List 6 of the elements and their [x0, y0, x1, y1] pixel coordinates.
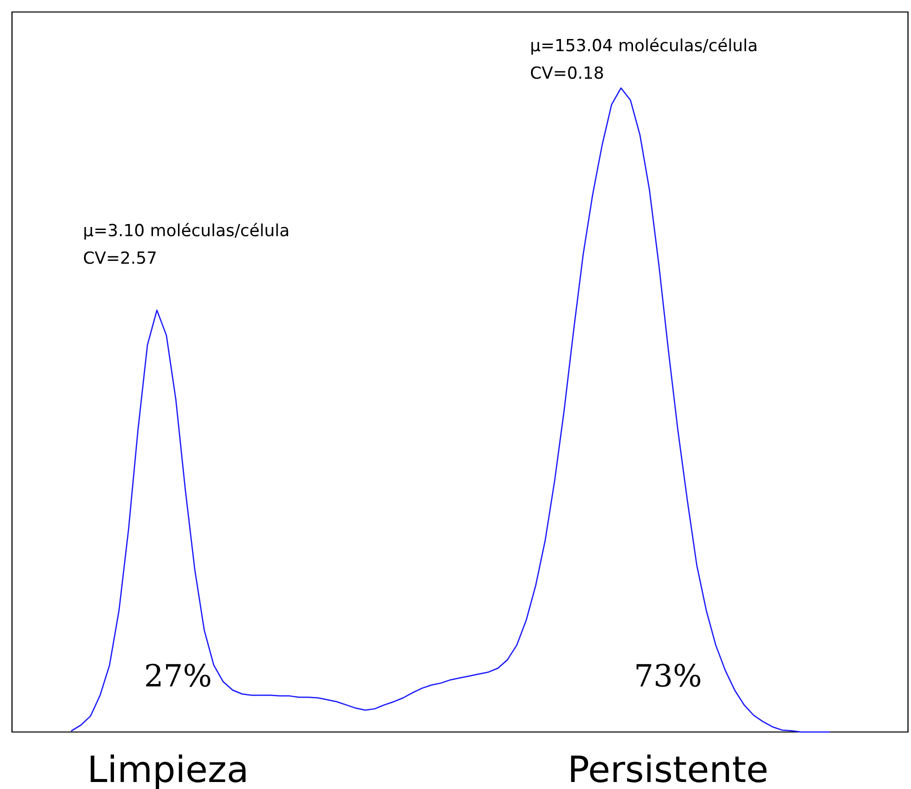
annotation: 73%: [636, 664, 700, 687]
annotation: 27%: [146, 664, 210, 687]
text: μ=153.04 moléculas/célula CV=0.18: [530, 38, 756, 79]
text: Limpieza: [90, 754, 246, 789]
annotation: μ=3.10 moléculas/célula CV=2.57: [84, 222, 288, 264]
text: Persistente: [571, 754, 766, 782]
